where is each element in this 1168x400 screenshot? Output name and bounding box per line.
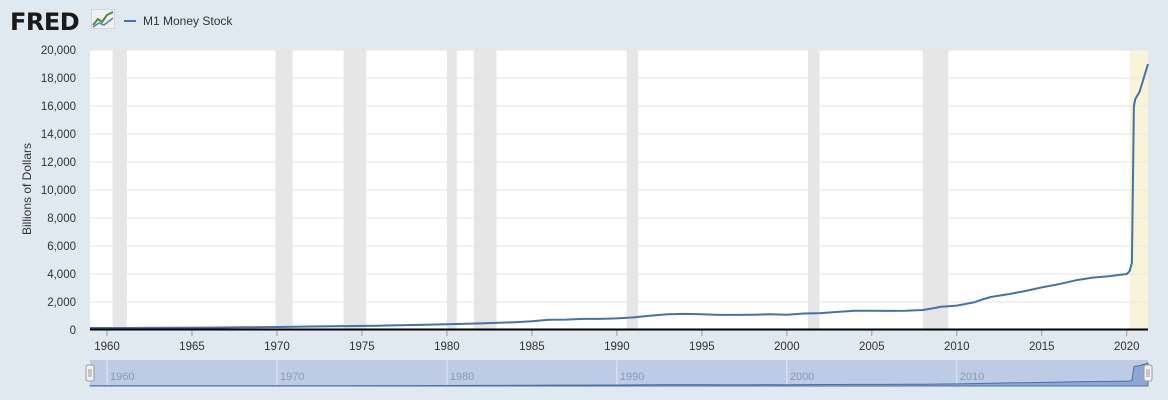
y-tick-label: 14,000	[41, 129, 76, 141]
fred-logo-graph-icon	[91, 9, 115, 29]
grid-lines	[90, 49, 1148, 303]
navigator-tick-label: 2010	[960, 371, 984, 383]
x-tick-label: 1995	[689, 341, 715, 353]
x-tick-label: 1985	[519, 341, 545, 353]
series-group	[90, 63, 1149, 329]
legend-series-swatch	[124, 20, 136, 22]
navigator-tick-label: 1960	[110, 371, 134, 383]
y-tick-label: 10,000	[41, 185, 76, 197]
y-tick-label: 6,000	[47, 241, 76, 253]
y-tick-label: 12,000	[41, 157, 76, 169]
navigator-axis: 1960 1970 1980 1990 2000 2010	[106, 360, 984, 386]
navigator-tick-label: 2000	[790, 371, 814, 383]
series-line[interactable]	[90, 63, 1149, 329]
fred-logo[interactable]: FRED	[10, 8, 80, 36]
navigator-handle-left[interactable]	[85, 364, 95, 382]
x-axis: 1960 1965 1970 1975 1980 1985 1990 1995 2000 2005…	[94, 330, 1140, 353]
legend-series-label: M1 Money Stock	[143, 14, 233, 28]
x-tick-label: 1990	[604, 341, 630, 353]
y-axis: 0 2,000 4,000 6,000 8,000 10,000 12,000 14,000 1…	[41, 45, 76, 337]
navigator-tick-label: 1980	[450, 371, 474, 383]
y-tick-label: 0	[70, 325, 76, 337]
y-tick-label: 2,000	[47, 297, 76, 309]
navigator-tick-label: 1970	[280, 371, 304, 383]
navigator-handle-right[interactable]	[1143, 364, 1153, 382]
y-tick-label: 16,000	[41, 101, 76, 113]
y-tick-label: 4,000	[47, 269, 76, 281]
y-tick-label: 8,000	[47, 213, 76, 225]
y-axis-label: Billions of Dollars	[20, 143, 34, 235]
x-tick-label: 2015	[1029, 341, 1055, 353]
legend[interactable]: M1 Money Stock	[124, 13, 232, 29]
navigator-series	[89, 362, 1149, 387]
navigator[interactable]: 1960 1970 1980 1990 2000 2010	[85, 360, 1153, 387]
x-tick-label: 1965	[179, 341, 205, 353]
x-tick-label: 2020	[1114, 341, 1140, 353]
x-tick-label: 1960	[94, 341, 120, 353]
navigator-selection[interactable]	[90, 360, 1148, 386]
y-tick-label: 18,000	[41, 73, 76, 85]
x-tick-label: 2010	[944, 341, 970, 353]
x-tick-label: 2000	[774, 341, 800, 353]
x-tick-label: 1970	[264, 341, 290, 353]
x-tick-label: 1975	[349, 341, 375, 353]
x-tick-label: 2005	[859, 341, 885, 353]
navigator-tick-label: 1990	[620, 371, 644, 383]
y-tick-label: 20,000	[41, 45, 76, 57]
x-tick-label: 1980	[434, 341, 460, 353]
